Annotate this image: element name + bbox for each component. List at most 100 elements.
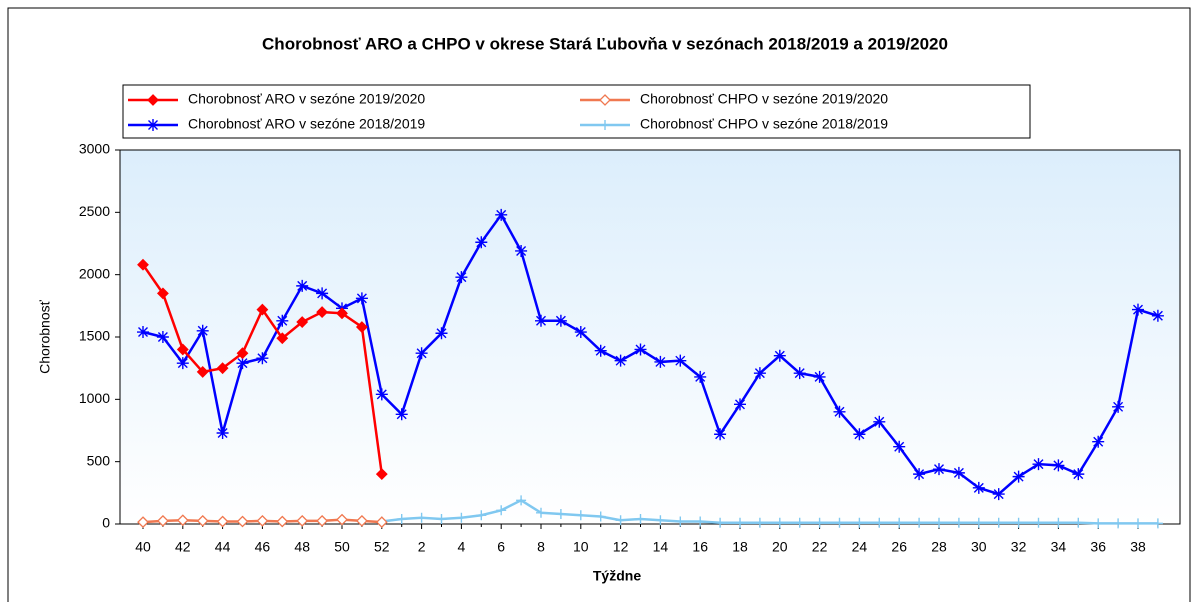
- marker: [1013, 517, 1024, 528]
- marker: [196, 514, 209, 527]
- marker: [753, 367, 766, 380]
- y-tick-label: 2500: [79, 203, 110, 219]
- marker: [276, 314, 289, 327]
- marker: [256, 514, 269, 527]
- marker: [316, 287, 329, 300]
- marker: [1052, 459, 1065, 472]
- x-tick-label: 46: [255, 539, 271, 555]
- marker: [715, 517, 726, 528]
- marker: [1073, 517, 1084, 528]
- marker: [236, 347, 249, 360]
- marker: [256, 303, 269, 316]
- marker: [276, 515, 289, 528]
- x-tick-label: 26: [891, 539, 907, 555]
- marker: [654, 355, 667, 368]
- marker: [599, 94, 611, 106]
- marker: [176, 357, 189, 370]
- marker: [893, 440, 906, 453]
- y-tick-label: 1500: [79, 328, 110, 344]
- marker: [714, 428, 727, 441]
- marker: [595, 511, 606, 522]
- x-tick-label: 36: [1090, 539, 1106, 555]
- marker: [1093, 518, 1104, 529]
- frame: [7, 7, 1191, 607]
- marker: [834, 517, 845, 528]
- x-tick-label: 30: [971, 539, 987, 555]
- marker: [635, 514, 646, 525]
- marker: [336, 513, 348, 526]
- marker: [774, 517, 785, 528]
- y-tick-label: 1000: [79, 390, 110, 406]
- marker: [952, 466, 965, 479]
- y-axis-label: Chorobnosť: [37, 299, 53, 373]
- chart-title: Chorobnosť ARO a CHPO v okrese Stará Ľub…: [262, 34, 948, 53]
- marker: [933, 463, 945, 476]
- x-tick-label: 24: [852, 539, 868, 555]
- marker: [1113, 518, 1124, 529]
- marker: [1053, 517, 1064, 528]
- marker: [496, 505, 507, 516]
- marker: [296, 514, 309, 527]
- marker: [894, 517, 905, 528]
- x-tick-label: 14: [653, 539, 669, 555]
- marker: [694, 370, 707, 383]
- marker: [754, 517, 765, 528]
- marker: [972, 481, 985, 494]
- marker: [536, 507, 546, 518]
- x-tick-label: 18: [732, 539, 748, 555]
- marker: [1151, 309, 1164, 322]
- marker: [934, 517, 944, 528]
- legend-label: Chorobnosť ARO v sezóne 2018/2019: [188, 116, 425, 132]
- marker: [874, 517, 885, 528]
- marker: [176, 514, 189, 527]
- marker: [375, 468, 388, 481]
- marker: [793, 367, 806, 380]
- marker: [236, 357, 249, 370]
- marker: [456, 512, 467, 523]
- marker: [973, 517, 984, 528]
- x-tick-label: 22: [812, 539, 828, 555]
- legend-box: [122, 84, 1031, 139]
- x-axis-label: Týždne: [593, 568, 641, 584]
- marker: [516, 495, 527, 506]
- marker: [1032, 458, 1045, 471]
- marker: [137, 516, 149, 529]
- marker: [455, 271, 468, 284]
- marker: [814, 517, 825, 528]
- marker: [316, 306, 329, 318]
- legend-label: Chorobnosť CHPO v sezóne 2018/2019: [640, 116, 888, 132]
- marker: [735, 517, 745, 528]
- x-tick-label: 52: [374, 539, 390, 555]
- x-tick-label: 2: [418, 539, 426, 555]
- marker: [435, 327, 448, 340]
- x-tick-label: 38: [1130, 539, 1146, 555]
- marker: [675, 516, 686, 527]
- x-tick-label: 34: [1051, 539, 1067, 555]
- marker: [555, 509, 566, 520]
- legend-label: Chorobnosť CHPO v sezóne 2019/2020: [640, 91, 888, 107]
- x-tick-label: 6: [497, 539, 505, 555]
- marker: [813, 370, 826, 383]
- marker: [1112, 400, 1125, 413]
- y-tick-label: 500: [87, 452, 111, 468]
- marker: [415, 347, 428, 360]
- marker: [156, 287, 169, 300]
- marker: [475, 236, 488, 249]
- marker: [355, 292, 368, 305]
- marker: [336, 307, 348, 320]
- marker: [416, 512, 427, 523]
- marker: [873, 415, 886, 428]
- marker: [1132, 303, 1144, 316]
- x-tick-label: 48: [294, 539, 310, 555]
- marker: [853, 428, 866, 441]
- marker: [833, 405, 846, 418]
- marker: [953, 517, 964, 528]
- marker: [236, 515, 249, 528]
- marker: [734, 398, 746, 411]
- x-tick-label: 4: [458, 539, 466, 555]
- marker: [196, 365, 209, 378]
- marker: [1133, 518, 1143, 529]
- marker: [375, 516, 388, 529]
- marker: [355, 514, 368, 527]
